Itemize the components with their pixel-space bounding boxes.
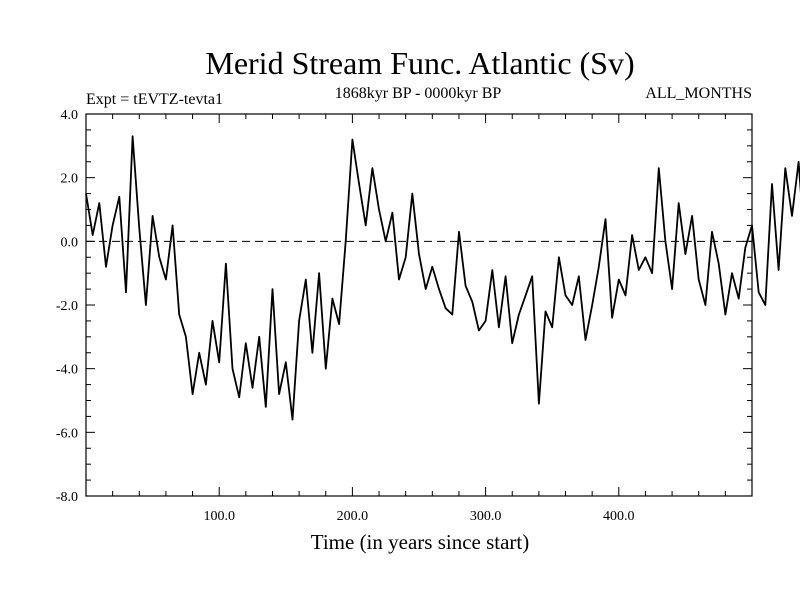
y-tick-label: -2.0 [56, 299, 78, 314]
series-line [85, 135, 800, 421]
plot-frame [85, 113, 753, 497]
x-tick-label: 400.0 [603, 509, 635, 524]
y-tick-label: 4.0 [61, 108, 79, 123]
y-tick-label: 2.0 [61, 172, 79, 187]
plot-area: 4.0 2.0 0.0 -2.0 -4.0 -6.0 -8.0 100.0 200.0 300.0… [56, 108, 800, 524]
y-tick-label: -6.0 [56, 426, 78, 441]
months-label: ALL_MONTHS [645, 85, 752, 102]
expt-label: Expt = tEVTZ-tevta1 [86, 91, 223, 108]
chart-title: Merid Stream Func. Atlantic (Sv) [205, 45, 634, 81]
x-tick-label: 300.0 [470, 509, 502, 524]
y-tick-label: -4.0 [56, 363, 78, 378]
y-tick-label: -8.0 [56, 490, 78, 505]
x-axis-label: Time (in years since start) [311, 530, 530, 554]
y-tick-label: 0.0 [61, 235, 79, 250]
x-tick-label: 200.0 [337, 509, 369, 524]
time-range-label: 1868kyr BP - 0000kyr BP [335, 85, 502, 102]
x-tick-label: 100.0 [203, 509, 235, 524]
